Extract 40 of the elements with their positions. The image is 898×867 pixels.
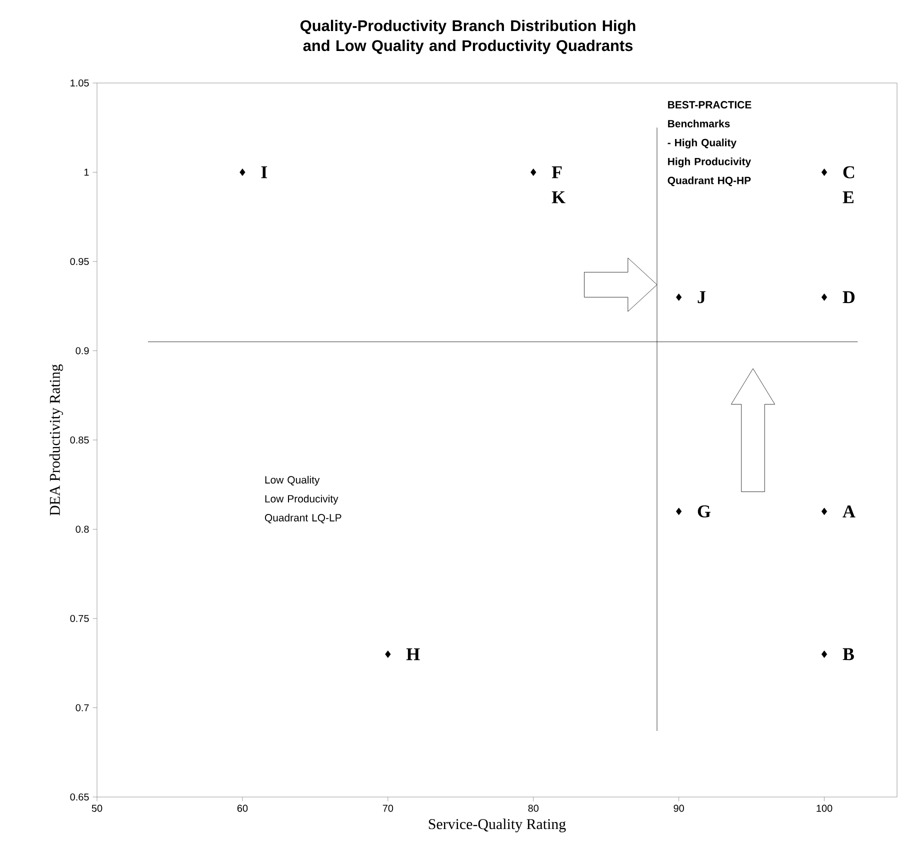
- y-tick-label: 0.75: [70, 614, 89, 622]
- annotation: G: [698, 505, 710, 518]
- chart-title: Quality-Productivity Branch Distribution High and Low Quality and Productivity Quadrants: [300, 20, 636, 54]
- y-tick-label: 0.95: [70, 258, 89, 266]
- point: [821, 508, 828, 516]
- point: [676, 508, 682, 516]
- point: [676, 294, 682, 301]
- annotation: C: [843, 166, 854, 178]
- point: [240, 168, 246, 176]
- y-tick-label: 0.7: [76, 704, 89, 712]
- y-tick-label: 0.9: [76, 347, 89, 354]
- annotation: K: [552, 191, 566, 204]
- y-tick-label: 0.85: [70, 436, 89, 444]
- annotation: E: [842, 191, 854, 204]
- annotation: F: [552, 166, 562, 178]
- annotation: I: [261, 166, 268, 178]
- x-tick-label: 90: [674, 804, 684, 812]
- point: [385, 650, 391, 658]
- y-axis-title: DEA Productivity Rating: [49, 364, 63, 516]
- point: [821, 650, 828, 658]
- annotation: J: [698, 291, 706, 304]
- annotation: H: [406, 648, 420, 660]
- x-tick-label: 60: [237, 804, 248, 812]
- point: [821, 294, 828, 301]
- y-tick-label: 0.65: [70, 793, 89, 801]
- annotation: Low Quality Low Producivity Quadrant LQ-LP: [264, 476, 342, 524]
- y-tick-label: 0.8: [76, 526, 89, 533]
- y-tick-label: 1.05: [70, 79, 89, 87]
- x-tick-label: 70: [382, 804, 394, 812]
- x-tick-label: 50: [92, 804, 102, 812]
- annotation: BEST-PRACTICE Benchmarks - High Quality High Producivity Quadrant HQ-HP: [668, 101, 752, 186]
- point: [530, 168, 536, 176]
- y-tick-label: 1: [84, 168, 89, 176]
- annotation: D: [842, 291, 855, 304]
- x-tick-label: 80: [528, 804, 539, 812]
- annotation: A: [842, 505, 856, 518]
- x-axis-title: Service-Quality Rating: [428, 818, 566, 832]
- annotation: B: [842, 648, 854, 660]
- x-tick-label: 100: [816, 804, 832, 812]
- point: [821, 168, 828, 176]
